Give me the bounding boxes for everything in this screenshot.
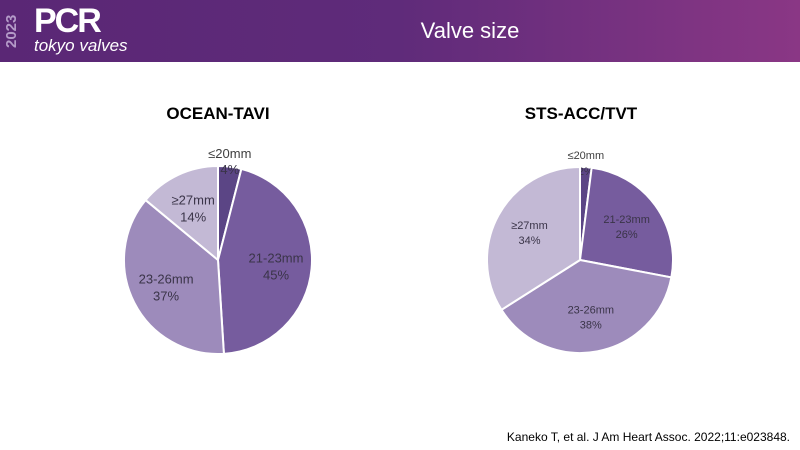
logo-subtitle: tokyo valves xyxy=(34,36,128,55)
pie-slice xyxy=(486,165,581,312)
slice-category-label: ≥27mm xyxy=(172,192,215,207)
slide-title: Valve size xyxy=(420,18,520,43)
citation: Kaneko T, et al. J Am Heart Assoc. 2022;… xyxy=(506,430,790,444)
slice-percent-label: 14% xyxy=(180,209,206,224)
slice-percent-label: 26% xyxy=(616,229,638,241)
slice-category-label: 23-26mm xyxy=(139,271,194,286)
slice-percent-label: 38% xyxy=(580,320,602,332)
pie-slice xyxy=(144,164,219,263)
slice-percent-label: 34% xyxy=(518,235,540,247)
chart-title-sts-acc-tvt: STS-ACC/TVT xyxy=(524,104,638,123)
slice-category-label: ≥27mm xyxy=(511,220,548,232)
slice-category-label: 23-26mm xyxy=(568,305,614,317)
pie-slice xyxy=(578,166,674,279)
slice-category-label: 21-23mm xyxy=(249,250,304,265)
header-bar: 2023 PCR tokyo valves Valve size xyxy=(0,0,800,62)
slice-percent-label: 37% xyxy=(153,288,179,303)
slice-category-label: 21-23mm xyxy=(603,214,649,226)
logo: PCR xyxy=(34,2,102,40)
slice-category-label: ≤20mm xyxy=(208,146,251,161)
pie-slice xyxy=(216,167,313,355)
slice-category-label: ≤20mm xyxy=(568,150,605,162)
slice-percent-label: 4% xyxy=(220,162,239,177)
slice-percent-label: 45% xyxy=(263,267,289,282)
pie-slice xyxy=(123,198,225,355)
chart-title-ocean-tavi: OCEAN-TAVI xyxy=(166,104,270,123)
